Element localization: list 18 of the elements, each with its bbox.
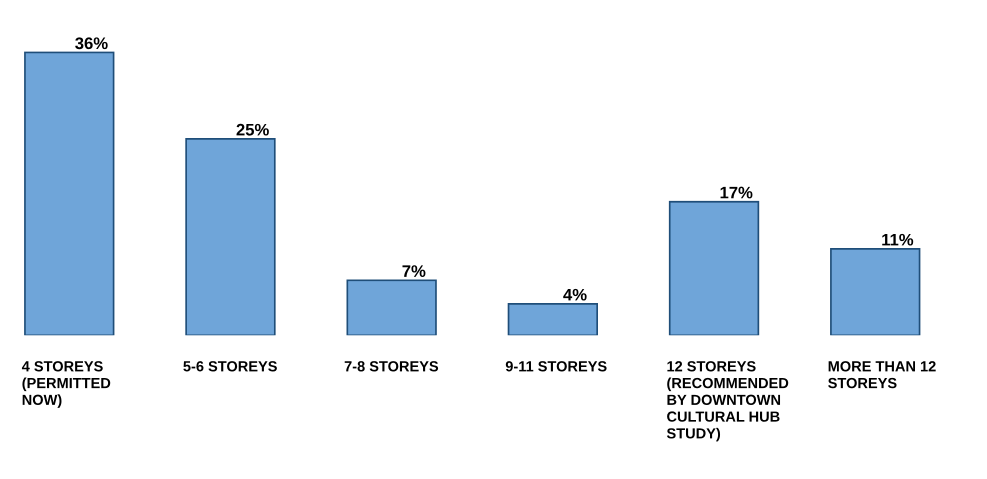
bar xyxy=(508,303,598,336)
x-tick-label: 4 STOREYS (PERMITTED NOW) xyxy=(22,361,110,408)
data-label: 25% xyxy=(236,124,269,136)
data-label: 36% xyxy=(75,37,108,50)
x-tick-label: 5-6 STOREYS xyxy=(183,361,277,372)
bar xyxy=(668,200,760,336)
data-label: 7% xyxy=(402,265,426,277)
x-tick-label: MORE THAN 12 STOREYS xyxy=(828,361,936,388)
bar xyxy=(24,52,114,336)
x-tick-label: 12 STOREYS (RECOMMENDED BY DOWNTOWN CULTURAL HUB STUDY) xyxy=(666,361,788,442)
x-tick-label: 9-11 STOREYS xyxy=(506,361,607,372)
bar xyxy=(185,138,276,336)
data-label: 4% xyxy=(563,288,587,301)
data-label: 11% xyxy=(882,234,914,246)
x-tick-label: 7-8 STOREYS xyxy=(344,361,438,372)
bar xyxy=(830,248,920,336)
data-label: 17% xyxy=(720,186,752,198)
bar xyxy=(346,279,437,336)
